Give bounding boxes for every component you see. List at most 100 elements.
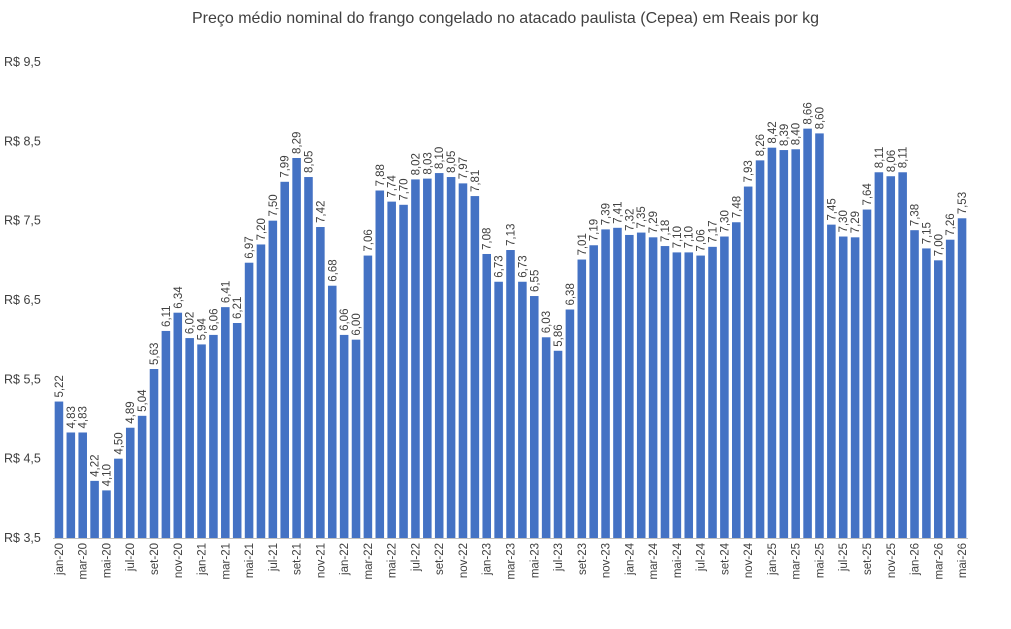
bar <box>506 250 515 538</box>
bar <box>696 255 705 538</box>
x-tick-label: nov-23 <box>601 543 613 578</box>
data-label: 8,11 <box>874 147 886 169</box>
x-tick-label: jan-23 <box>482 543 494 576</box>
data-label: 7,19 <box>589 219 601 241</box>
bar <box>755 160 765 538</box>
x-tick-label: set-21 <box>292 543 304 575</box>
y-tick-label: R$ 9,5 <box>4 55 41 69</box>
data-label: 8,02 <box>410 153 422 175</box>
bar <box>209 334 218 538</box>
data-label: 8,26 <box>755 134 767 156</box>
x-tick-label: mai-22 <box>387 543 399 578</box>
x-tick-label: jan-26 <box>910 543 922 576</box>
bar <box>732 222 741 538</box>
data-label: 7,41 <box>612 201 624 223</box>
data-label: 4,89 <box>125 401 137 423</box>
bar <box>114 458 123 538</box>
bar <box>221 307 230 538</box>
bar <box>625 234 634 539</box>
data-label: 7,42 <box>315 201 327 223</box>
x-tick-label: jul-25 <box>838 543 850 572</box>
y-tick-label: R$ 4,5 <box>4 452 41 466</box>
x-tick-label: jan-25 <box>767 543 779 576</box>
bar <box>565 309 575 538</box>
data-label: 5,22 <box>54 375 66 397</box>
bar <box>922 248 931 538</box>
data-label: 7,18 <box>660 220 672 242</box>
bar <box>957 218 967 538</box>
data-label: 8,42 <box>767 121 779 143</box>
x-tick-label: mar-21 <box>220 543 232 579</box>
chart-title: Preço médio nominal do frango congelado … <box>191 10 820 27</box>
data-label: 6,97 <box>244 236 256 258</box>
data-label: 7,17 <box>708 220 720 242</box>
data-label: 6,02 <box>185 312 197 334</box>
data-label: 8,29 <box>292 132 304 154</box>
x-tick-label: jul-23 <box>553 543 565 572</box>
bar <box>494 281 503 538</box>
bar <box>316 227 325 538</box>
data-label: 7,06 <box>696 229 708 251</box>
bar <box>268 220 278 538</box>
bar <box>601 229 610 539</box>
x-tick-label: nov-24 <box>743 542 755 578</box>
bar <box>850 237 860 538</box>
data-label: 7,20 <box>256 218 268 240</box>
bar <box>767 147 777 538</box>
data-label: 4,10 <box>101 464 113 486</box>
data-label: 6,11 <box>161 305 173 327</box>
x-tick-label: set-25 <box>862 543 874 575</box>
bar <box>577 259 587 538</box>
data-label: 4,83 <box>78 406 90 428</box>
data-label: 7,70 <box>399 178 411 200</box>
bar <box>660 246 670 538</box>
bar <box>672 252 682 538</box>
data-label: 6,38 <box>565 283 577 305</box>
bar <box>910 230 919 539</box>
bar <box>161 330 171 538</box>
data-label: 8,06 <box>886 150 898 172</box>
x-tick-label: set-24 <box>719 542 731 575</box>
bar <box>541 337 551 538</box>
y-tick-label: R$ 5,5 <box>4 372 41 386</box>
bar <box>411 179 420 538</box>
x-axis: jan-20 mar-20 mai-20 jul-20 set-20 nov-20 jan-… <box>53 538 969 579</box>
data-label: 7,26 <box>945 213 957 235</box>
bar <box>125 427 135 538</box>
bar <box>66 432 76 538</box>
bar <box>458 183 468 538</box>
x-tick-label: mar-25 <box>791 543 803 579</box>
bar <box>553 350 563 538</box>
bar <box>102 490 111 538</box>
x-tick-label: jan-22 <box>339 543 351 576</box>
data-label: 6,68 <box>327 259 339 281</box>
bar <box>434 173 444 539</box>
data-label: 8,05 <box>303 151 315 173</box>
data-label: 6,03 <box>541 311 553 333</box>
data-label: 5,94 <box>197 317 209 340</box>
data-label: 7,74 <box>387 175 399 198</box>
bar <box>708 246 717 538</box>
bar <box>648 237 658 538</box>
bar <box>375 190 385 538</box>
data-label: 7,38 <box>910 204 922 226</box>
x-tick-label: jan-20 <box>54 543 66 576</box>
data-label: 7,53 <box>957 192 969 214</box>
data-label: 8,10 <box>434 147 446 169</box>
bar <box>137 415 147 538</box>
bars <box>54 128 967 539</box>
y-tick-label: R$ 6,5 <box>4 293 41 307</box>
x-tick-label: jan-24 <box>624 542 636 576</box>
bar <box>470 196 480 538</box>
y-tick-label: R$ 3,5 <box>4 531 41 545</box>
data-label: 6,55 <box>529 270 541 292</box>
data-label: 5,86 <box>553 324 565 346</box>
x-tick-label: nov-21 <box>315 543 327 578</box>
data-label: 5,63 <box>149 343 161 365</box>
data-label: 4,83 <box>66 406 78 428</box>
data-label: 6,00 <box>351 313 363 335</box>
data-label: 5,04 <box>137 389 149 412</box>
x-tick-label: jul-22 <box>410 543 422 572</box>
x-tick-label: nov-20 <box>173 543 185 578</box>
